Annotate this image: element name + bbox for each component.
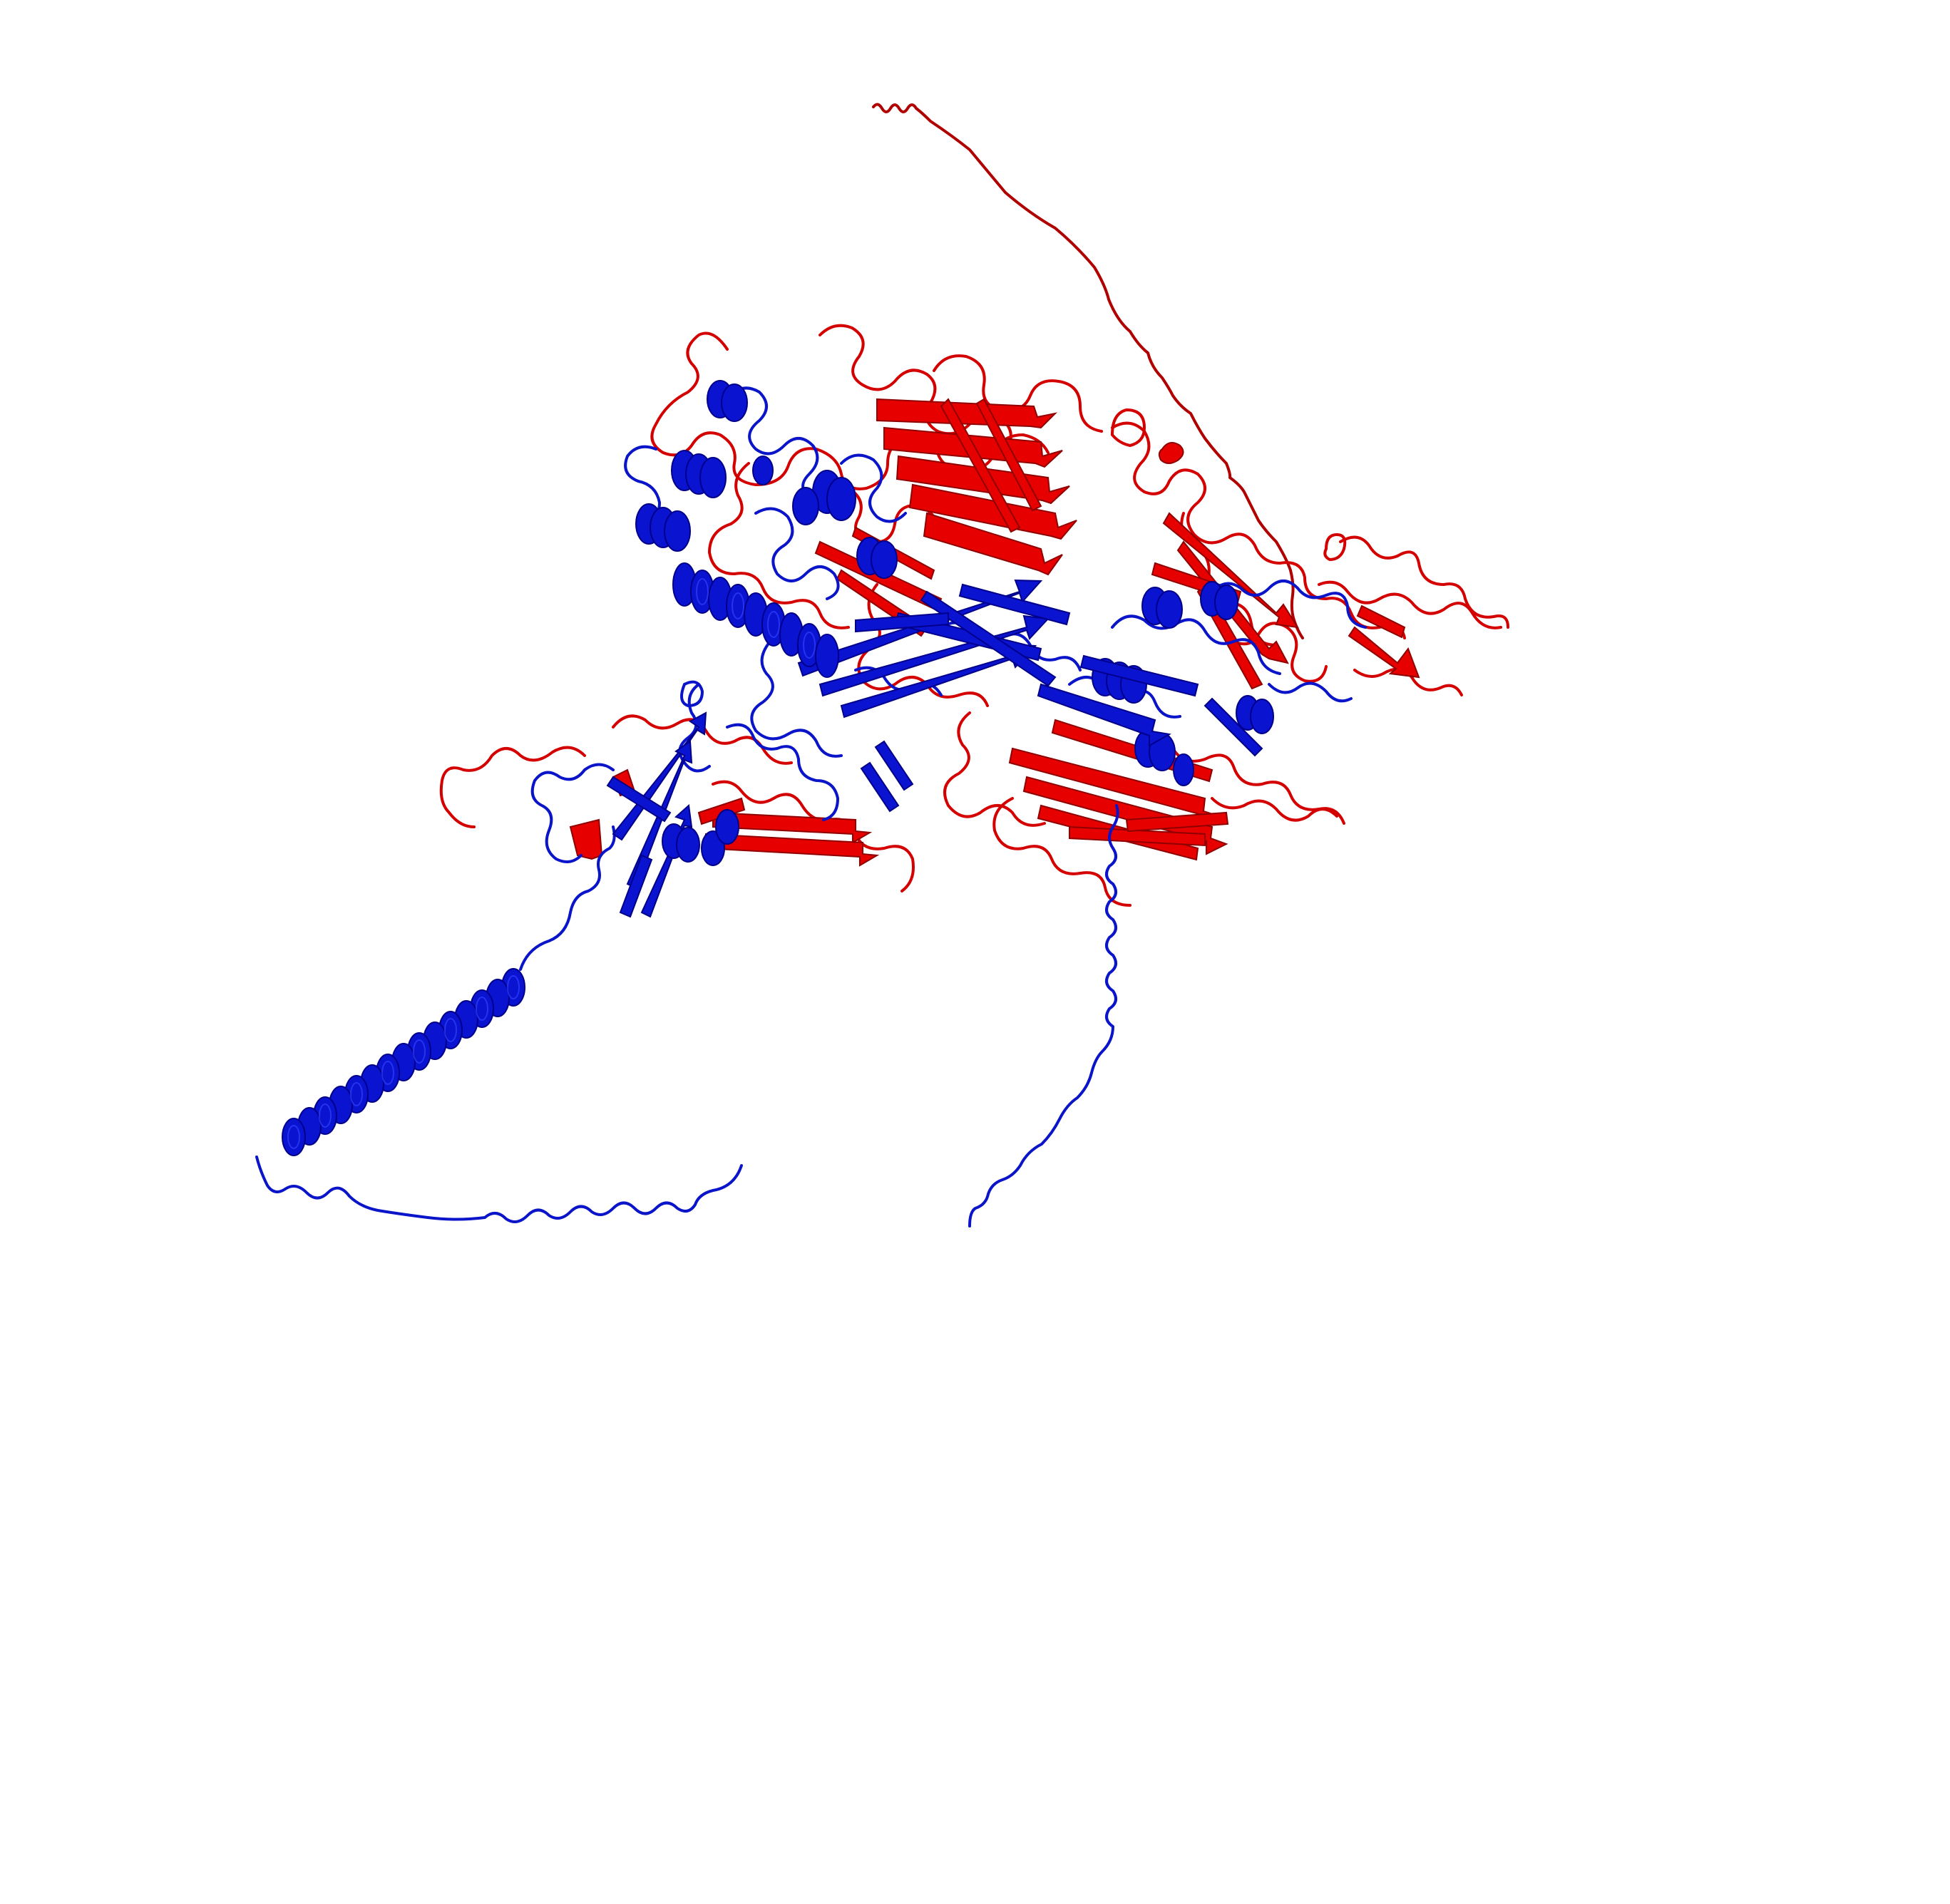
helix-coil — [664, 511, 690, 551]
helix-coil — [700, 458, 726, 498]
helix-coil — [1251, 699, 1273, 734]
helix-coil — [753, 456, 773, 485]
helix-coil — [1174, 754, 1194, 786]
helix-coil — [871, 541, 897, 578]
helix-coil — [722, 384, 747, 421]
helix-coil — [827, 478, 856, 520]
helix-coil — [282, 1118, 305, 1156]
helix-coil — [793, 488, 819, 525]
helix-coil — [677, 828, 699, 862]
helix-coil — [816, 634, 838, 677]
helix-coil — [1215, 585, 1238, 619]
helix-coil — [1156, 591, 1182, 628]
helix-coil — [716, 810, 739, 844]
